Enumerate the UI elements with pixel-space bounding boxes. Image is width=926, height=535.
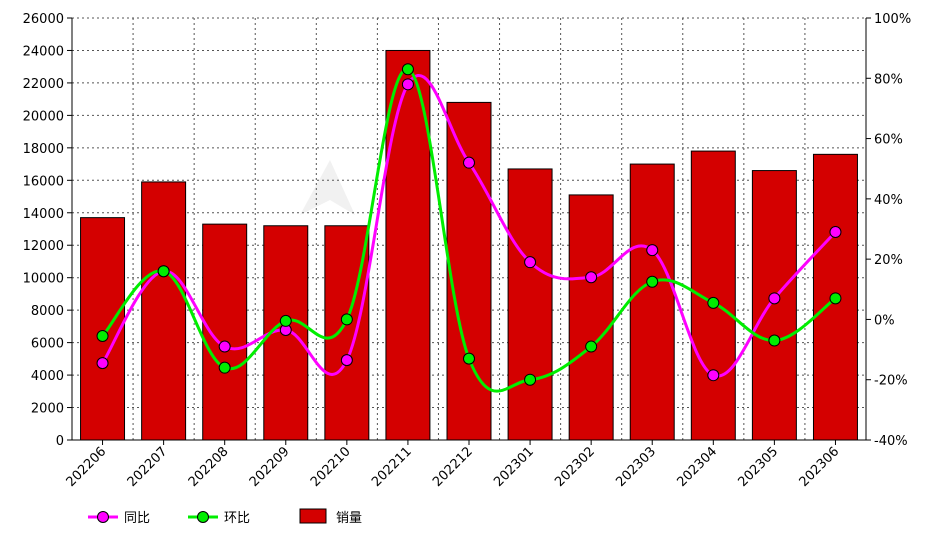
x-tick-label: 202209 xyxy=(247,444,293,490)
point-环比-202304 xyxy=(707,296,720,309)
right-tick-label: 40% xyxy=(874,193,903,208)
point-同比-202302 xyxy=(585,271,598,284)
x-tick-label: 202208 xyxy=(186,444,232,490)
bar-202303 xyxy=(629,163,675,441)
bar-202305 xyxy=(751,170,797,441)
point-同比-202303 xyxy=(646,244,659,257)
point-同比-202301 xyxy=(524,256,537,269)
point-同比-202210 xyxy=(340,354,353,367)
point-同比-202208 xyxy=(218,340,231,353)
legend-swatch-marker xyxy=(97,511,109,523)
point-环比-202212 xyxy=(463,352,475,365)
legend-label: 同比 xyxy=(124,511,150,526)
bar-202302 xyxy=(568,194,614,441)
x-tick-label: 202212 xyxy=(430,444,476,490)
bar-202211 xyxy=(385,49,431,441)
x-tick-label: 202207 xyxy=(125,444,171,490)
point-同比-202206 xyxy=(96,357,109,370)
x-tick-label: 202303 xyxy=(613,444,659,490)
x-tick-label: 202206 xyxy=(64,444,110,490)
x-tick-label: 202305 xyxy=(736,444,782,490)
line-series xyxy=(96,63,842,393)
right-tick-label: -40% xyxy=(874,434,908,449)
bar-202301 xyxy=(507,168,553,441)
right-tick-label: 20% xyxy=(874,253,903,268)
legend: 同比 环比 销量 xyxy=(88,508,362,526)
legend-swatch-bar xyxy=(299,508,327,524)
x-tick-label: 202304 xyxy=(674,444,720,490)
point-环比-202210 xyxy=(340,313,353,326)
left-tick-label: 8000 xyxy=(31,304,64,319)
left-tick-label: 10000 xyxy=(23,272,64,287)
point-环比-202211 xyxy=(401,63,414,76)
point-同比-202211 xyxy=(401,78,414,91)
left-tick-label: 18000 xyxy=(23,142,64,157)
legend-label: 销量 xyxy=(336,511,362,526)
left-tick-label: 20000 xyxy=(23,109,64,124)
right-tick-label: 60% xyxy=(874,133,903,148)
left-tick-label: 0 xyxy=(56,434,64,449)
left-tick-label: 26000 xyxy=(23,12,64,27)
x-tick-label: 202306 xyxy=(797,444,843,490)
point-环比-202305 xyxy=(768,334,781,347)
left-tick-label: 16000 xyxy=(23,174,64,189)
bar-202206 xyxy=(80,217,126,441)
right-axis-ticks: -40% -20% 0% 20% 40% 60% 80% 100% xyxy=(866,12,911,449)
bar-202207 xyxy=(141,181,187,441)
point-环比-202209 xyxy=(279,314,292,327)
right-tick-label: 0% xyxy=(874,313,895,328)
left-axis-ticks: 0 2000 4000 6000 8000 10000 12000 14000 16000 180… xyxy=(23,12,72,449)
point-环比-202303 xyxy=(646,275,659,288)
left-tick-label: 22000 xyxy=(23,77,64,92)
left-tick-label: 2000 xyxy=(31,402,64,417)
left-tick-label: 6000 xyxy=(31,337,64,352)
point-环比-202206 xyxy=(96,330,109,343)
point-环比-202306 xyxy=(829,292,842,305)
watermark-logo xyxy=(300,160,355,215)
point-环比-202208 xyxy=(218,361,231,374)
point-环比-202301 xyxy=(524,373,537,386)
point-同比-202306 xyxy=(829,226,842,239)
bar-202208 xyxy=(202,223,248,441)
left-tick-label: 4000 xyxy=(31,369,64,384)
right-tick-label: 80% xyxy=(874,72,903,87)
point-同比-202212 xyxy=(463,156,475,169)
x-tick-label: 202211 xyxy=(369,444,415,490)
left-tick-label: 14000 xyxy=(23,207,64,222)
x-tick-label: 202302 xyxy=(552,444,598,490)
x-tick-label: 202210 xyxy=(308,444,354,490)
x-axis-ticks: 202206 202207 202208 202209 202210 202211 2022… xyxy=(64,440,843,490)
left-tick-label: 24000 xyxy=(23,44,64,59)
bar-202212 xyxy=(446,101,492,441)
point-环比-202302 xyxy=(585,340,598,353)
point-环比-202207 xyxy=(157,265,170,278)
x-tick-label: 202301 xyxy=(491,444,537,490)
point-同比-202305 xyxy=(768,292,781,305)
right-tick-label: 100% xyxy=(874,12,911,27)
left-tick-label: 12000 xyxy=(23,239,64,254)
right-tick-label: -20% xyxy=(874,374,908,389)
point-同比-202304 xyxy=(707,369,720,382)
legend-swatch-marker xyxy=(197,511,209,523)
legend-label: 环比 xyxy=(224,511,250,526)
